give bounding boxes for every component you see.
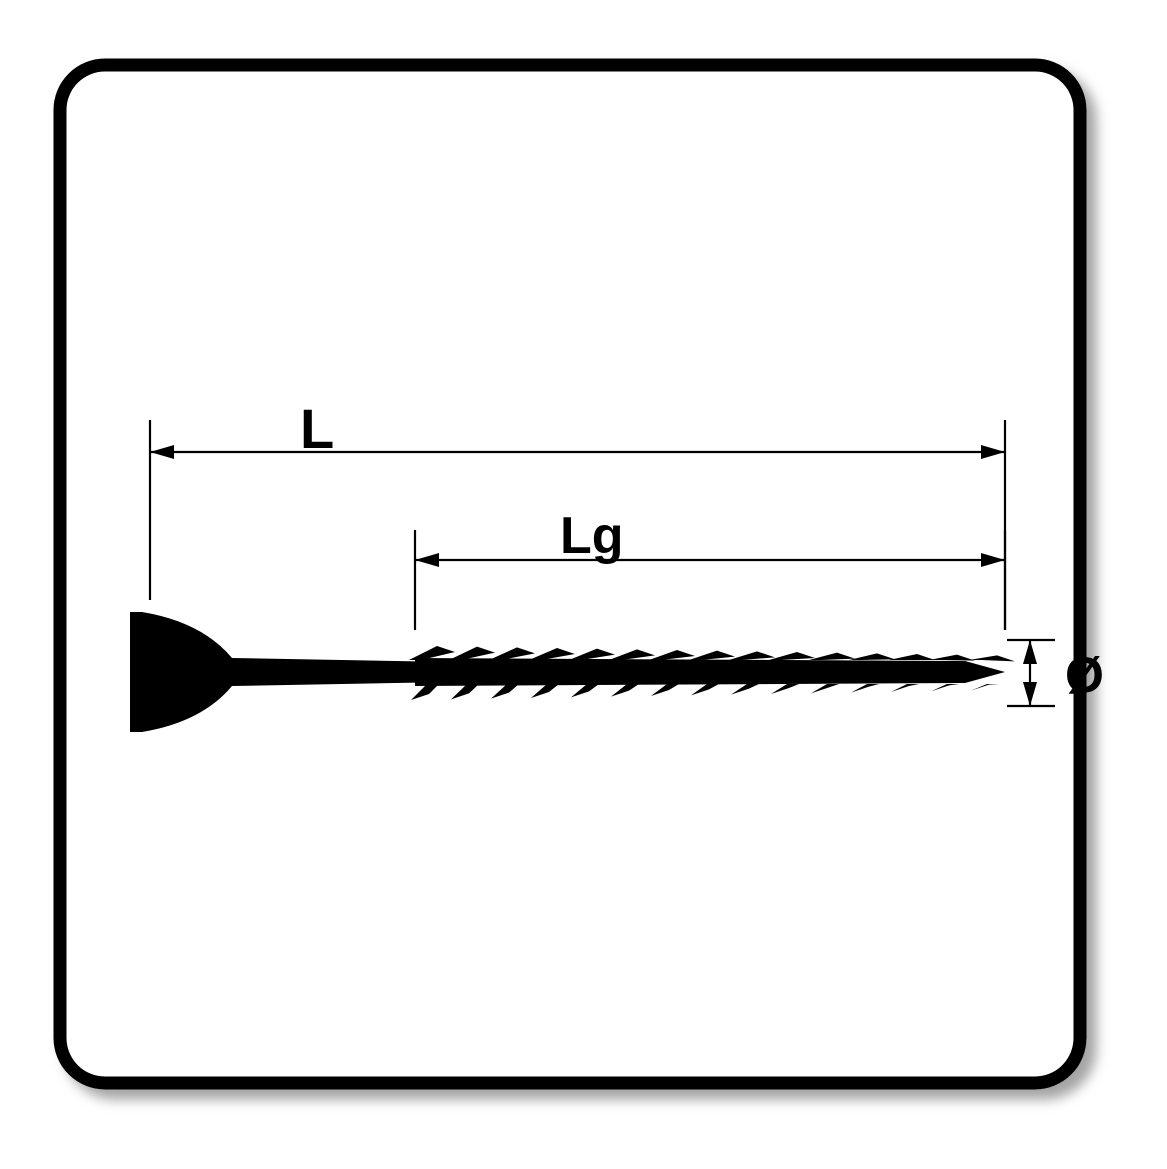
diagram-svg — [0, 0, 1167, 1169]
dimension-label-l: L — [300, 396, 334, 461]
diagram-canvas: L Lg Ø — [0, 0, 1167, 1169]
frame-border — [60, 65, 1080, 1083]
dimension-label-lg: Lg — [560, 506, 624, 566]
screw-core — [415, 658, 1005, 686]
dimension-label-diameter: Ø — [1065, 646, 1104, 704]
